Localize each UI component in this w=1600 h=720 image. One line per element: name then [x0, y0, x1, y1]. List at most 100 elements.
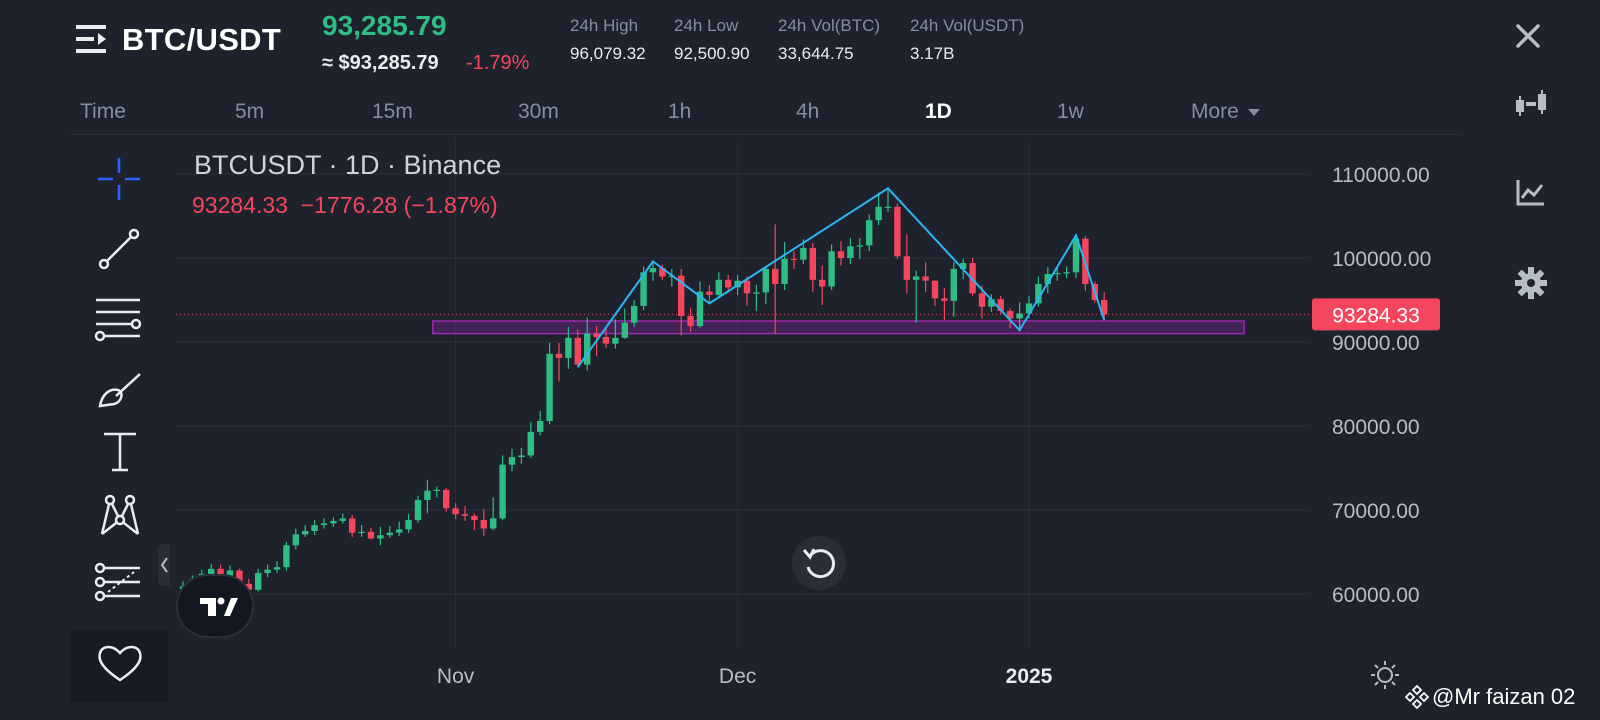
reset-chart-button[interactable] — [792, 536, 846, 590]
tab-more[interactable]: More — [1191, 100, 1261, 124]
collapse-toolbar-handle[interactable] — [158, 544, 170, 586]
candle — [283, 541, 290, 571]
candle — [856, 237, 863, 259]
tab-5m[interactable]: 5m — [235, 100, 265, 123]
candle — [537, 410, 544, 436]
candle — [762, 266, 769, 305]
candle — [264, 564, 271, 578]
candle — [255, 568, 262, 592]
candle — [1016, 302, 1023, 331]
stat-value-vol-usdt: 3.17B — [910, 44, 955, 63]
candle — [706, 284, 713, 304]
candle — [631, 300, 638, 327]
candle-body — [1101, 300, 1108, 315]
menu-icon[interactable] — [76, 22, 110, 56]
candle — [837, 241, 845, 266]
candle — [1025, 295, 1033, 319]
candle — [809, 242, 816, 292]
candle-body — [226, 570, 234, 576]
trend-line-icon[interactable] — [96, 226, 142, 272]
y-tick-label: 70000.00 — [1332, 500, 1420, 523]
candle — [884, 188, 892, 212]
pair-title[interactable]: BTC/USDT — [122, 22, 282, 57]
tab-15m[interactable]: 15m — [372, 100, 413, 123]
candle-body — [687, 315, 694, 327]
theme-sun-icon[interactable] — [1370, 660, 1400, 690]
refresh-icon — [802, 548, 836, 579]
candle — [414, 495, 422, 523]
candle-body — [508, 457, 516, 465]
tab-1d[interactable]: 1D — [925, 100, 952, 123]
candle — [555, 342, 563, 382]
tab-30m[interactable]: 30m — [518, 100, 559, 123]
stat-value-low: 92,500.90 — [674, 44, 750, 63]
candle — [997, 295, 1004, 315]
price-tag-label: 93284.33 — [1332, 304, 1420, 327]
stat-label-vol-btc: 24h Vol(BTC) — [778, 16, 881, 35]
candle-body — [527, 431, 534, 456]
text-tool-icon[interactable] — [100, 428, 140, 474]
candle — [696, 281, 704, 328]
tab-1w[interactable]: 1w — [1057, 100, 1084, 123]
candle — [687, 308, 694, 332]
y-axis: 110000.00 100000.00 90000.00 80000.00 70000.… — [1332, 164, 1431, 607]
heart-icon[interactable] — [96, 642, 144, 684]
candle — [546, 342, 553, 425]
close-icon[interactable] — [1514, 22, 1542, 50]
tab-time[interactable]: Time — [80, 100, 126, 123]
candle-body — [856, 245, 863, 247]
indicators-candle-icon[interactable] — [1514, 88, 1548, 122]
candle-body — [1091, 284, 1098, 300]
settings-gear-icon[interactable] — [1514, 266, 1548, 300]
chevron-left-icon — [160, 557, 168, 573]
candles — [179, 188, 1108, 596]
candle-body — [565, 337, 572, 358]
candle-body — [414, 499, 422, 521]
favorites-panel — [70, 630, 168, 702]
candle-body — [978, 293, 986, 307]
candle-body — [1016, 313, 1023, 319]
brush-icon[interactable] — [96, 366, 144, 412]
candle-body — [706, 291, 713, 295]
candle — [1091, 281, 1098, 303]
fib-retracement-icon[interactable] — [94, 296, 144, 342]
candle-body — [1082, 238, 1089, 285]
candle-body — [913, 276, 920, 280]
candle-body — [405, 520, 412, 530]
candle — [988, 294, 995, 312]
candle — [725, 274, 732, 293]
candle — [302, 525, 309, 537]
candle-body — [837, 251, 845, 258]
candle-body — [997, 299, 1004, 311]
caret-down-icon — [1247, 109, 1260, 117]
candle — [790, 251, 798, 269]
candle — [518, 447, 525, 464]
candle-body — [941, 298, 948, 301]
candle-body — [866, 220, 873, 246]
candle-body — [969, 263, 976, 294]
candle-body — [349, 518, 356, 533]
pattern-tool-icon[interactable] — [96, 494, 144, 540]
candle-body — [884, 206, 892, 208]
candle-body — [1007, 310, 1014, 319]
y-tick-label: 60000.00 — [1332, 584, 1420, 607]
candle — [443, 488, 450, 512]
candle-body — [264, 569, 271, 573]
candle-body — [631, 305, 638, 323]
last-price: 93,285.79 — [322, 10, 447, 41]
candle-body — [640, 272, 647, 306]
support-zone — [432, 320, 1245, 335]
tab-4h[interactable]: 4h — [796, 100, 820, 123]
crosshair-icon[interactable] — [96, 156, 142, 202]
chart-type-icon[interactable] — [1514, 176, 1548, 210]
candle — [461, 505, 469, 521]
prediction-tool-icon[interactable] — [94, 562, 144, 608]
candle-body — [302, 531, 309, 535]
candle — [358, 525, 365, 537]
tradingview-logo — [178, 576, 252, 636]
stat-value-high: 96,079.32 — [570, 44, 646, 63]
candle — [1101, 292, 1108, 321]
candle-body — [875, 206, 882, 221]
candle-body — [584, 333, 591, 365]
tab-1h[interactable]: 1h — [668, 100, 692, 123]
